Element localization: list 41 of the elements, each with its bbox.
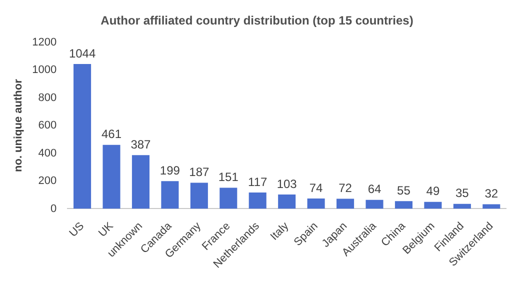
y-tick-label: 200	[38, 175, 57, 188]
bar	[190, 182, 208, 209]
data-label: 72	[338, 181, 352, 196]
data-label: 1044	[68, 46, 96, 60]
bar	[424, 202, 442, 209]
y-tick-label: 0	[50, 202, 57, 215]
data-label: 49	[426, 184, 440, 198]
bar	[453, 204, 471, 209]
bar	[102, 144, 120, 209]
chart-title: Author affiliated country distribution (top 15 countries)	[100, 14, 414, 28]
bar	[220, 188, 238, 209]
data-label: 117	[248, 174, 268, 189]
bar	[307, 198, 325, 209]
x-tick-label: US	[67, 220, 87, 240]
bar	[132, 155, 150, 209]
bar	[161, 181, 179, 209]
bar	[74, 64, 92, 209]
data-label: 74	[309, 180, 324, 195]
y-tick-label: 600	[38, 120, 57, 132]
bar	[336, 198, 354, 209]
bar	[248, 192, 266, 209]
data-label: 35	[455, 186, 470, 200]
data-label: 64	[368, 182, 382, 196]
y-axis-title: no. unique author	[12, 78, 25, 172]
data-label: 387	[130, 137, 152, 152]
data-label: 199	[160, 163, 180, 178]
y-tick-label: 1200	[32, 36, 57, 48]
y-tick-label: 800	[38, 92, 57, 104]
y-tick-label: 400	[38, 147, 57, 160]
bar	[366, 200, 384, 209]
y-tick-label: 1000	[32, 64, 57, 76]
data-label: 151	[218, 170, 239, 184]
data-label: 32	[484, 186, 498, 201]
x-tick-label: Italy	[268, 220, 292, 243]
bar	[394, 201, 412, 209]
bar	[278, 194, 296, 209]
bar	[482, 204, 500, 209]
data-label: 187	[189, 165, 210, 180]
data-label: 103	[276, 176, 298, 191]
data-label: 461	[101, 127, 122, 142]
data-label: 55	[397, 183, 411, 198]
